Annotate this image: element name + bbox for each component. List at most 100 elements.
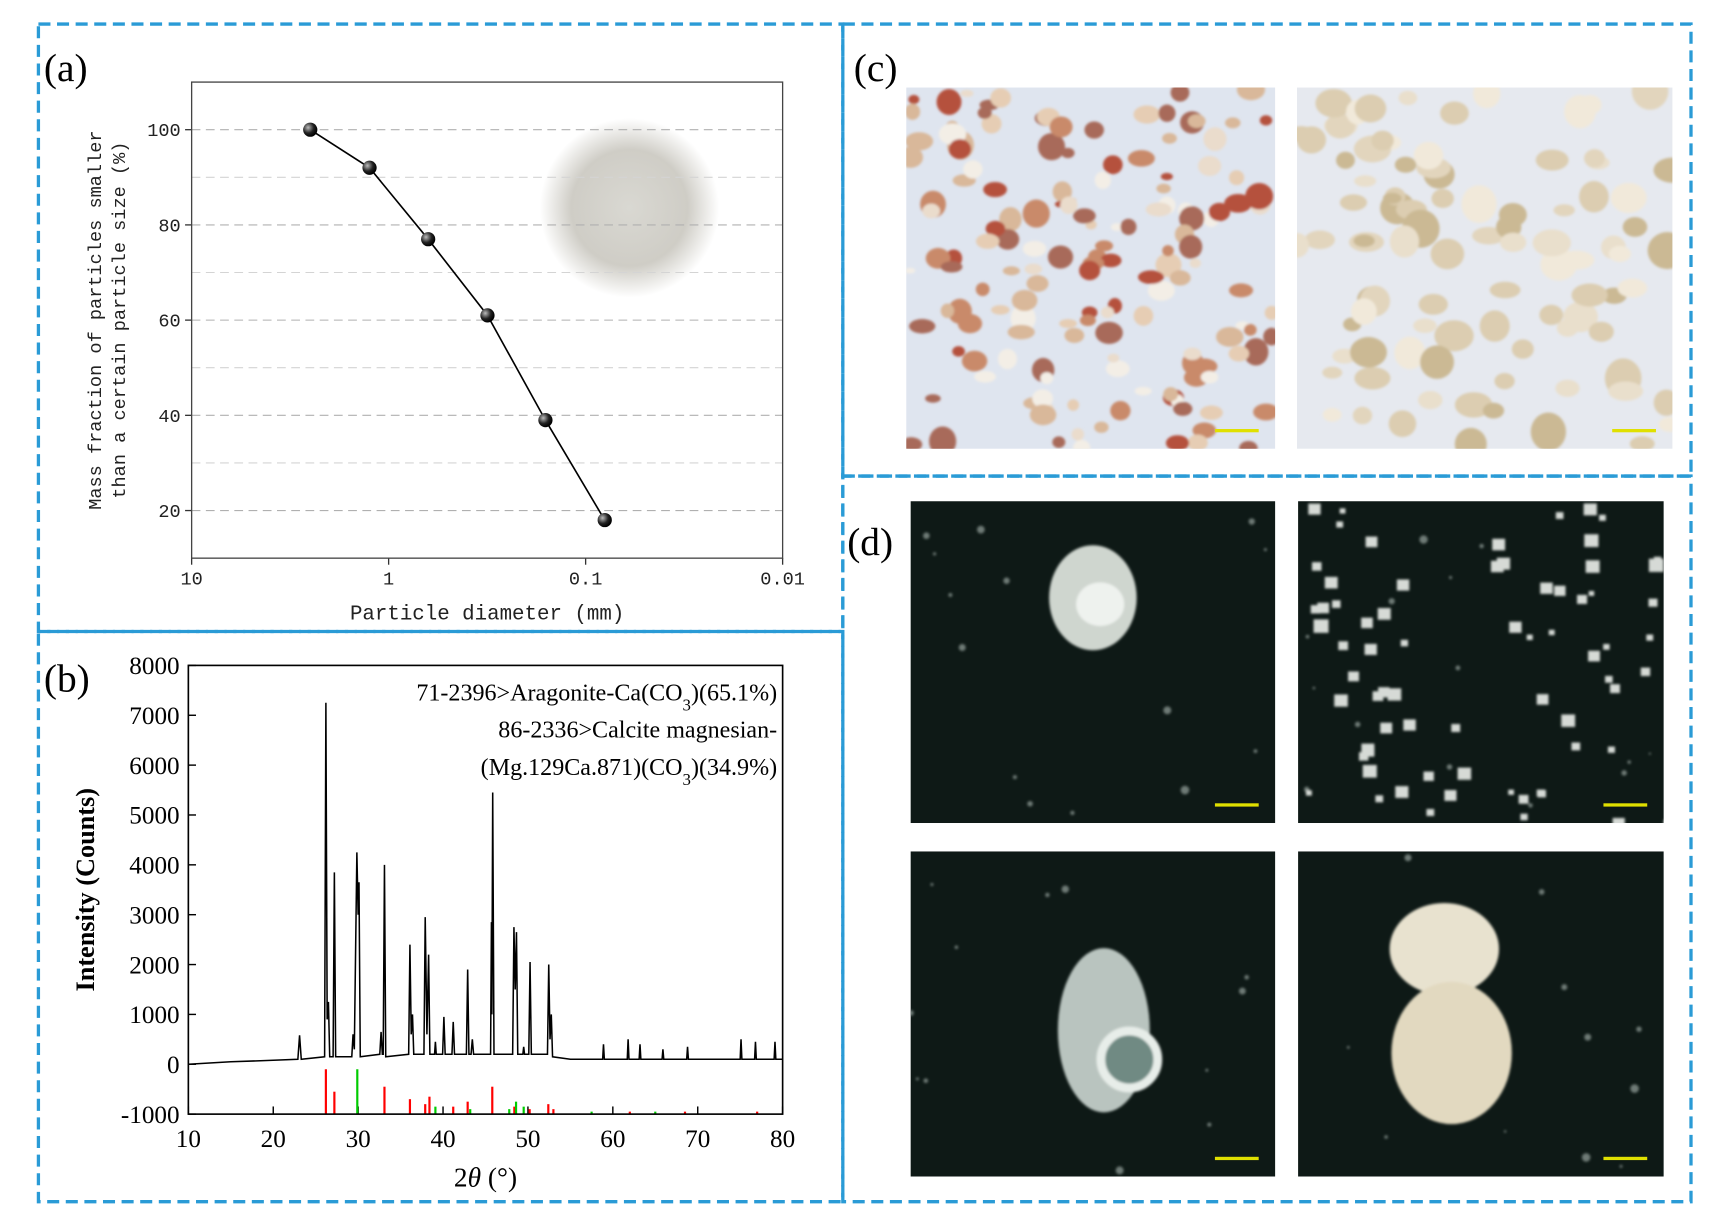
particle [1095,321,1123,344]
grain [1571,742,1581,751]
particle [1060,196,1078,215]
particle [1010,304,1036,333]
grain [1339,508,1346,514]
particle [1354,94,1387,123]
particle [1530,412,1567,449]
speck [1479,543,1484,549]
particle [1555,379,1580,397]
speck [954,945,959,949]
particle [1608,245,1632,263]
grain [1496,557,1511,570]
xrd-pattern [188,702,783,1066]
x-tick-label: 40 [430,1126,455,1153]
particle [1024,263,1043,275]
grain [1509,621,1522,633]
particle [1394,156,1417,173]
y-tick-label: 3000 [129,902,179,929]
speck [1384,1135,1388,1139]
photo [1298,851,1664,1177]
photo [910,501,1276,824]
particle [961,350,988,372]
speck [923,1078,929,1084]
particle [1658,416,1673,432]
speck [1503,1130,1507,1133]
grain [1338,641,1349,651]
grain [1653,556,1662,564]
speck [1619,1164,1623,1168]
speck [1581,1153,1591,1162]
particle [1133,305,1154,326]
x-axis-label: 2θ (°) [454,1162,517,1192]
particle [1430,238,1465,270]
particle [1631,87,1669,110]
speck [1263,548,1267,552]
particle [1134,386,1152,396]
grain [1663,819,1664,824]
y-tick-label: 8000 [129,653,179,680]
text-segment: (°) [481,1162,517,1192]
particle [1110,223,1124,232]
particle [974,370,996,383]
x-tick-label: 10 [176,1126,201,1153]
speck [1012,775,1017,780]
particle [1110,400,1131,421]
particle [1100,306,1115,319]
speck [948,593,953,597]
x-tick-label: 60 [600,1126,625,1153]
speck [915,1077,919,1081]
data-point [597,512,612,528]
particle [1165,435,1190,449]
speck [1455,665,1461,671]
speck [1207,1122,1212,1127]
particle [1389,225,1420,258]
particle [1388,410,1417,438]
particle [925,394,941,403]
particle [1325,113,1355,139]
particle [1047,245,1074,269]
grain [1640,667,1651,677]
particle [909,319,936,334]
grain [1364,643,1377,655]
particle [929,426,957,449]
particle [1084,121,1104,139]
particle [1556,319,1579,337]
text-segment: 86-2336>Calcite magnesian- [498,718,777,744]
particle [1322,407,1342,422]
particle [1228,345,1250,362]
scale-bar [1214,1156,1259,1161]
particle [1049,116,1073,138]
text-segment: )(65.1%) [691,680,777,706]
particle [1243,338,1269,366]
grain [1311,562,1322,571]
grain [1317,602,1330,614]
photo-content [923,518,1267,816]
grain [1426,809,1435,816]
grain [1348,671,1360,682]
text-segment: 71-2396>Aragonite-Ca(CO [416,680,682,706]
x-tick-label: 80 [770,1126,795,1153]
particle [1398,90,1418,106]
annotation: 71-2396>Aragonite-Ca(CO3)(65.1%) [416,680,777,713]
particle [1413,318,1437,333]
speck [1354,721,1361,728]
speck [1163,706,1172,715]
particle [1494,372,1515,390]
grain [1313,619,1329,633]
specimen [1389,903,1500,995]
grain [1324,576,1338,589]
panel-d-frame [841,474,1693,1204]
text-segment: )(34.9%) [691,755,777,781]
particle [960,89,974,97]
grain [1444,790,1457,801]
particle [1371,130,1394,151]
particle [1079,314,1096,327]
particle [1094,421,1109,433]
photo-content [910,883,1249,1175]
grain [1334,694,1348,707]
grain [1605,675,1613,683]
particle [1418,390,1443,410]
particle [1353,234,1375,248]
particle [1179,234,1203,259]
particle [1431,188,1454,209]
data-line [309,128,606,521]
